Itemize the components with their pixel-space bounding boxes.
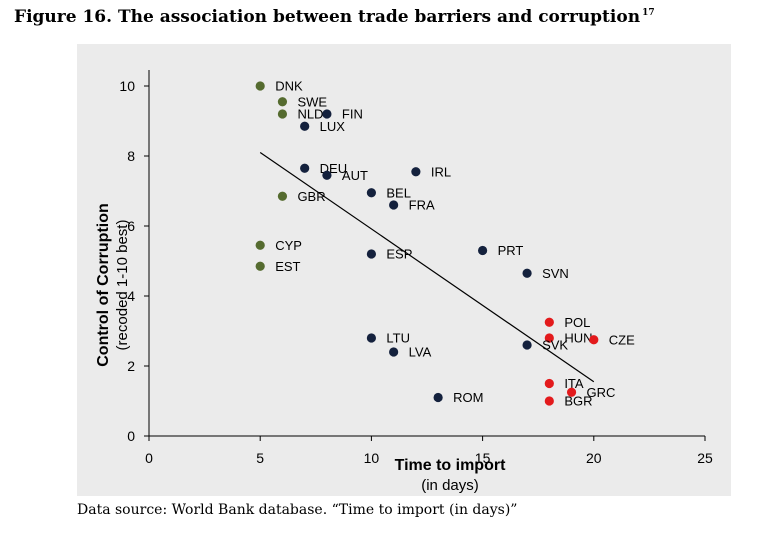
y-axis-title: Control of Corruption xyxy=(95,203,112,367)
point-label-esp: ESP xyxy=(386,247,412,262)
data-point-fra xyxy=(389,200,399,210)
data-point-swe xyxy=(277,97,288,107)
point-label-prt: PRT xyxy=(498,243,524,258)
y-tick-label: 0 xyxy=(127,428,135,444)
point-label-fin: FIN xyxy=(342,107,363,122)
point-label-est: EST xyxy=(275,259,300,274)
x-tick-label: 0 xyxy=(145,450,153,466)
x-tick-label: 25 xyxy=(697,450,713,466)
x-tick-label: 20 xyxy=(586,450,602,466)
data-point-cyp xyxy=(255,240,265,250)
data-point-esp xyxy=(366,249,376,259)
data-point-prt xyxy=(478,245,488,256)
data-point-svn xyxy=(522,268,532,278)
point-label-svn: SVN xyxy=(542,266,569,281)
x-axis-title: Time to import xyxy=(395,457,506,474)
footnote-mark: 17 xyxy=(642,8,655,19)
y-axis-subtitle: (recoded 1-10 best) xyxy=(114,220,131,351)
data-point-lva xyxy=(389,347,399,357)
point-label-grc: GRC xyxy=(587,385,616,400)
point-label-lva: LVA xyxy=(409,345,432,360)
x-axis-subtitle: (in days) xyxy=(421,477,479,494)
data-point-bgr xyxy=(544,396,554,406)
point-label-nld: NLD xyxy=(297,107,323,122)
data-point-svk xyxy=(522,340,532,350)
data-point-irl xyxy=(411,167,421,177)
data-point-est xyxy=(255,261,265,271)
point-label-hun: HUN xyxy=(564,331,592,346)
data-point-nld xyxy=(277,109,288,119)
y-tick-label: 6 xyxy=(127,218,135,234)
y-tick-label: 10 xyxy=(119,78,135,94)
data-point-deu xyxy=(300,163,310,173)
x-tick-label: 15 xyxy=(475,450,491,466)
x-tick-label: 5 xyxy=(256,450,264,466)
point-label-ltu: LTU xyxy=(386,331,410,346)
y-tick-label: 4 xyxy=(127,288,135,304)
y-tick-label: 8 xyxy=(127,148,135,164)
data-point-aut xyxy=(322,170,332,180)
point-label-irl: IRL xyxy=(431,164,451,179)
point-label-cze: CZE xyxy=(609,332,635,347)
trendline xyxy=(259,152,595,383)
point-label-svk: SVK xyxy=(542,338,568,353)
chart-area xyxy=(77,44,731,496)
point-label-bgr: BGR xyxy=(564,394,592,409)
data-point-bel xyxy=(366,188,376,198)
point-label-bel: BEL xyxy=(386,185,411,200)
data-source-note: Data source: World Bank database. “Time … xyxy=(77,502,518,518)
data-point-rom xyxy=(433,392,443,403)
point-label-cyp: CYP xyxy=(275,238,302,253)
y-tick-label: 2 xyxy=(127,358,135,374)
data-point-ltu xyxy=(366,333,376,343)
point-label-fra: FRA xyxy=(409,198,435,213)
point-label-rom: ROM xyxy=(453,390,483,405)
data-point-ita xyxy=(544,378,554,389)
point-label-lux: LUX xyxy=(320,119,346,134)
data-point-fin xyxy=(322,109,332,119)
data-point-grc xyxy=(566,387,577,397)
data-point-hun xyxy=(544,333,554,343)
data-point-gbr xyxy=(277,191,288,201)
data-point-cze xyxy=(589,335,599,345)
data-point-pol xyxy=(544,317,554,327)
data-point-lux xyxy=(300,121,310,131)
figure-title: Figure 16. The association between trade… xyxy=(14,7,655,27)
data-point-dnk xyxy=(255,81,265,91)
point-label-ita: ITA xyxy=(564,376,584,391)
figure-title-text: Figure 16. The association between trade… xyxy=(14,7,641,27)
point-label-dnk: DNK xyxy=(275,79,303,94)
point-label-swe: SWE xyxy=(297,94,327,109)
x-tick-label: 10 xyxy=(364,450,380,466)
point-label-gbr: GBR xyxy=(297,189,325,204)
point-label-aut: AUT xyxy=(342,168,368,183)
point-label-pol: POL xyxy=(564,315,590,330)
